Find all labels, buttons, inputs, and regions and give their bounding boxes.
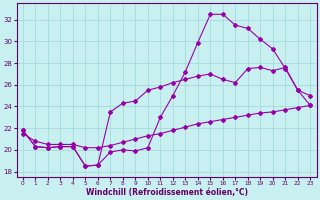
X-axis label: Windchill (Refroidissement éolien,°C): Windchill (Refroidissement éolien,°C) <box>85 188 248 197</box>
